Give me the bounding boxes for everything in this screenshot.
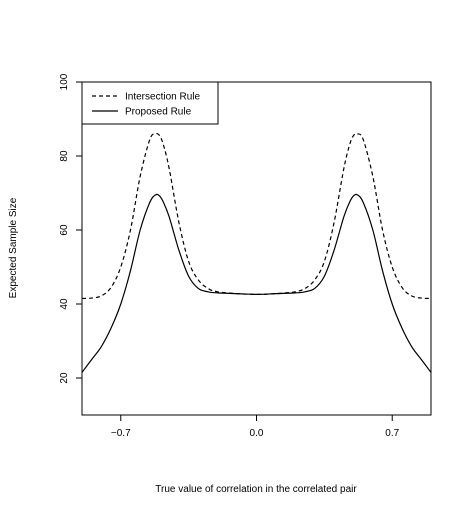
y-tick-label: 100 bbox=[59, 73, 70, 90]
series-line-proposed-rule bbox=[81, 193, 432, 373]
y-tick-label: 40 bbox=[59, 298, 70, 310]
x-tick-label: 0.7 bbox=[385, 428, 399, 439]
x-axis-label: True value of correlation in the correla… bbox=[155, 484, 357, 495]
y-tick-label: 80 bbox=[59, 150, 70, 162]
y-axis: 20 40 60 80 100 bbox=[59, 73, 82, 384]
plot-box bbox=[81, 81, 432, 416]
x-axis: −0.7 0.0 0.7 bbox=[111, 415, 400, 439]
x-tick-label: 0.0 bbox=[250, 428, 264, 439]
legend-label-intersection-rule: Intersection Rule bbox=[125, 92, 200, 103]
series-layer bbox=[81, 132, 432, 373]
y-axis-label: Expected Sample Size bbox=[8, 197, 19, 298]
legend-box bbox=[81, 81, 219, 125]
x-tick-label: −0.7 bbox=[111, 428, 131, 439]
legend-label-proposed-rule: Proposed Rule bbox=[125, 107, 192, 118]
series-line-intersection-rule bbox=[81, 132, 432, 300]
y-tick-label: 60 bbox=[59, 224, 70, 236]
y-tick-label: 20 bbox=[59, 372, 70, 384]
legend: Intersection Rule Proposed Rule bbox=[81, 81, 219, 125]
